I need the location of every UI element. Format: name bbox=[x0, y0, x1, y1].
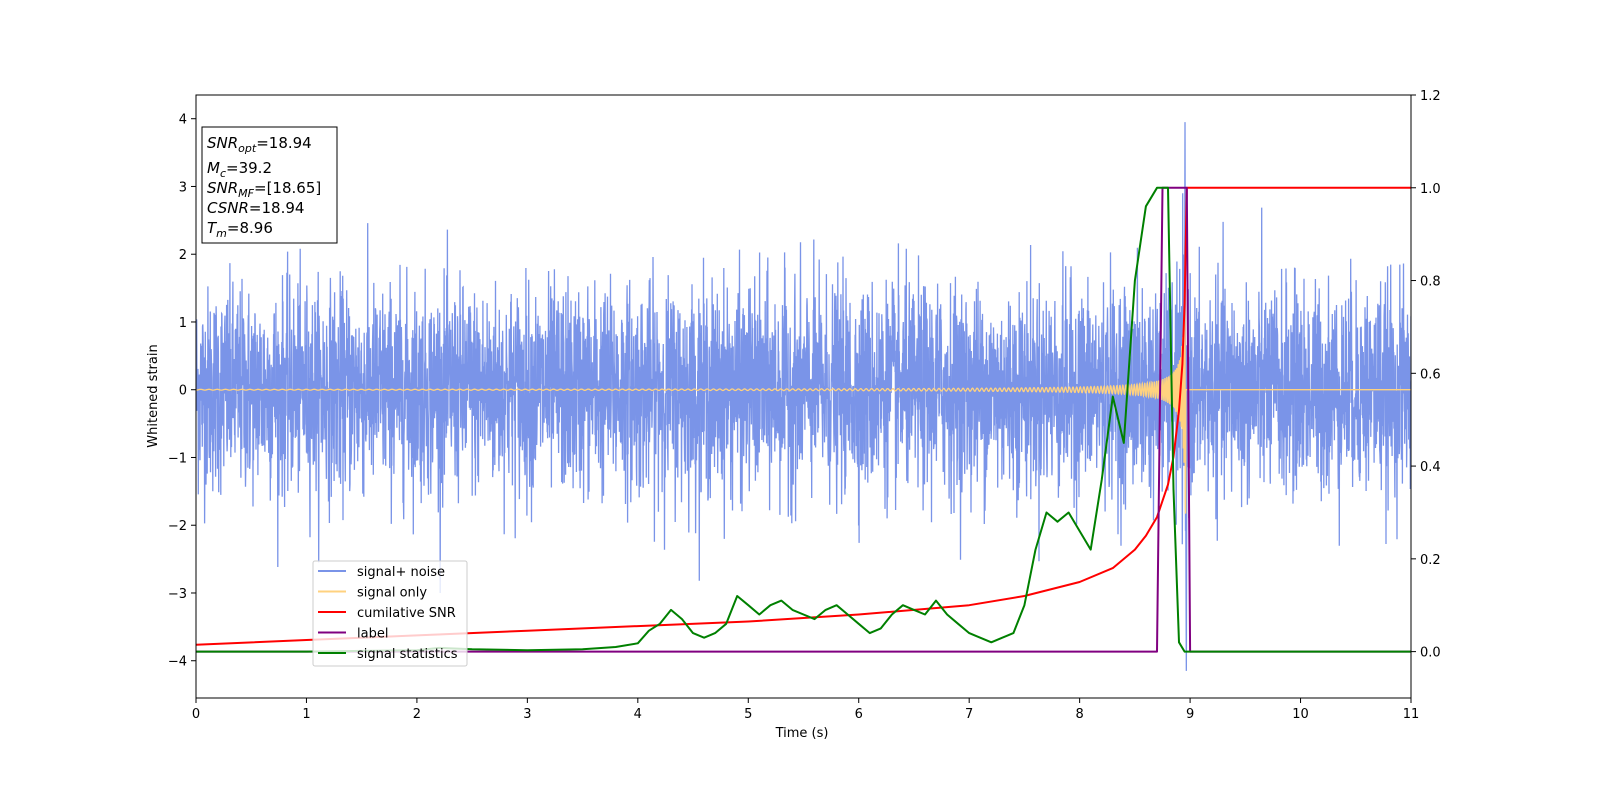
legend-label: cumilative SNR bbox=[357, 606, 456, 621]
x-tick-label: 10 bbox=[1292, 707, 1309, 722]
y-right-tick-label: 0.8 bbox=[1420, 275, 1441, 290]
y-left-tick-label: −4 bbox=[168, 655, 187, 670]
info-box-frame bbox=[201, 126, 338, 244]
y-left-tick-label: −1 bbox=[168, 451, 187, 466]
y-left-tick-label: 4 bbox=[179, 113, 187, 128]
y-left-tick-label: 0 bbox=[179, 384, 187, 399]
y-right-tick-label: 0.4 bbox=[1420, 460, 1441, 475]
legend-label: label bbox=[357, 627, 388, 642]
y-axis-label: Whitened strain bbox=[146, 344, 161, 447]
legend-frame bbox=[312, 560, 468, 667]
y-left-tick-label: −3 bbox=[168, 587, 187, 602]
series-signal-noise bbox=[196, 193, 1411, 594]
info-csnr: CSNR=18.94 bbox=[207, 199, 304, 217]
y-right-tick-label: 1.0 bbox=[1420, 182, 1441, 197]
axis-ticks: 0 1 2 3 4 5 6 7 8 9 10 11 −4 −3 −2 −1 0 1 2 3 4 0.0 0.2 0.4 0.6 0… bbox=[168, 89, 1441, 722]
y-left-tick-label: 3 bbox=[179, 180, 187, 195]
y-right-tick-label: 0.6 bbox=[1420, 367, 1441, 382]
legend: signal+ noise signal only cumilative SNR la… bbox=[312, 560, 468, 667]
series-signal-statistics bbox=[196, 186, 1411, 653]
y-right-tick-label: 0.0 bbox=[1420, 646, 1441, 661]
info-tm: Tm=8.96 bbox=[207, 219, 273, 240]
x-axis-label: Time (s) bbox=[775, 726, 829, 741]
legend-label: signal only bbox=[357, 586, 427, 601]
y-left-tick-label: 1 bbox=[179, 316, 187, 331]
x-tick-label: 7 bbox=[965, 707, 973, 722]
x-tick-label: 2 bbox=[413, 707, 421, 722]
x-tick-label: 6 bbox=[855, 707, 863, 722]
x-tick-label: 4 bbox=[634, 707, 642, 722]
x-tick-label: 5 bbox=[744, 707, 752, 722]
series-signal-only bbox=[196, 278, 1411, 514]
x-tick-label: 0 bbox=[192, 707, 200, 722]
axes-frame bbox=[195, 94, 1412, 699]
plot-area bbox=[196, 122, 1411, 671]
x-tick-label: 9 bbox=[1186, 707, 1194, 722]
x-tick-label: 11 bbox=[1403, 707, 1420, 722]
x-tick-label: 3 bbox=[523, 707, 531, 722]
x-tick-label: 8 bbox=[1075, 707, 1083, 722]
series-cumulative-snr bbox=[196, 186, 1411, 646]
y-left-tick-label: 2 bbox=[179, 248, 187, 263]
y-right-tick-label: 0.2 bbox=[1420, 553, 1441, 568]
info-mc: Mc=39.2 bbox=[207, 159, 272, 180]
info-snr-mf: SNRMF=[18.65] bbox=[207, 179, 321, 200]
legend-label: signal statistics bbox=[357, 647, 458, 662]
y-right-tick-label: 1.2 bbox=[1420, 89, 1441, 104]
y-left-tick-label: −2 bbox=[168, 519, 187, 534]
legend-label: signal+ noise bbox=[357, 565, 445, 580]
info-snr-opt: SNRopt=18.94 bbox=[207, 134, 312, 155]
x-tick-label: 1 bbox=[302, 707, 310, 722]
info-box: SNRopt=18.94 Mc=39.2 SNRMF=[18.65] CSNR=… bbox=[201, 126, 338, 244]
